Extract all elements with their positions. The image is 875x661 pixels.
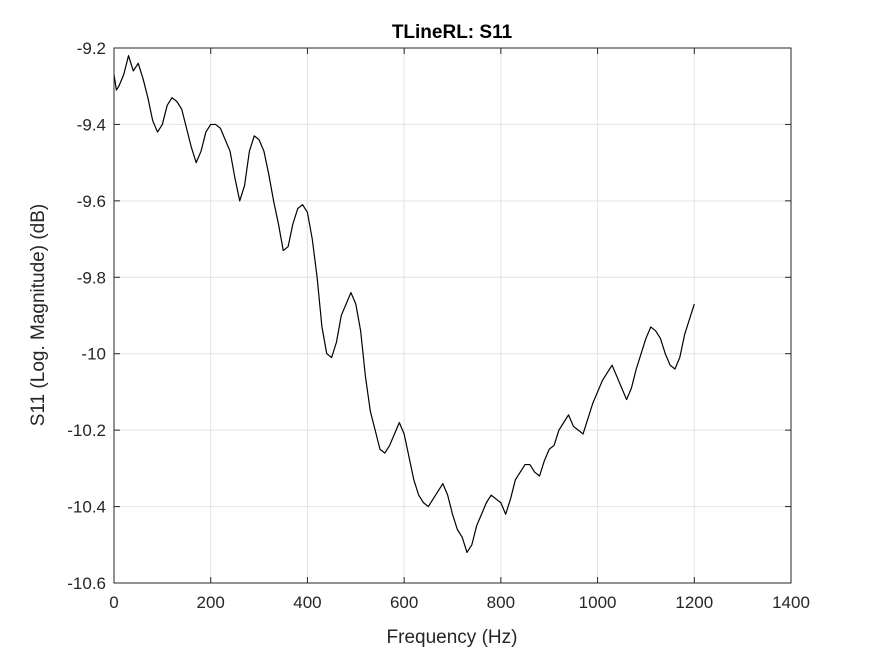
x-tick-label: 400: [293, 593, 321, 612]
x-tick-label: 1200: [675, 593, 713, 612]
ticks: 0 200 400 600 800 1000 1200 1400 -9.2 -9.4 -9.6 -9.…: [67, 39, 810, 612]
data-layer: [113, 55, 695, 554]
chart-title: TLineRL: S11: [392, 22, 513, 43]
y-tick-label: -9.4: [77, 115, 106, 134]
y-tick-label: -9.6: [77, 192, 106, 211]
x-axis-label: Frequency (Hz): [387, 627, 518, 648]
y-tick-label: -10.6: [67, 574, 106, 593]
y-tick-label: -9.8: [77, 268, 106, 287]
y-tick-label: -10.2: [67, 421, 106, 440]
x-tick-label: 1400: [772, 593, 810, 612]
plot-frame: [113, 47, 792, 584]
x-tick-label: 1000: [579, 593, 617, 612]
x-tick-label: 0: [109, 593, 118, 612]
x-tick-label: 200: [197, 593, 225, 612]
x-tick-label: 800: [487, 593, 515, 612]
y-tick-label: -10.4: [67, 498, 106, 517]
y-tick-label: -10: [81, 345, 106, 364]
series-line: [113, 55, 695, 554]
y-axis-label: S11 (Log. Magnitude) (dB): [28, 204, 49, 427]
x-tick-label: 600: [390, 593, 418, 612]
grid: [113, 47, 792, 584]
plot-background: [114, 48, 791, 583]
y-tick-label: -9.2: [77, 39, 106, 58]
